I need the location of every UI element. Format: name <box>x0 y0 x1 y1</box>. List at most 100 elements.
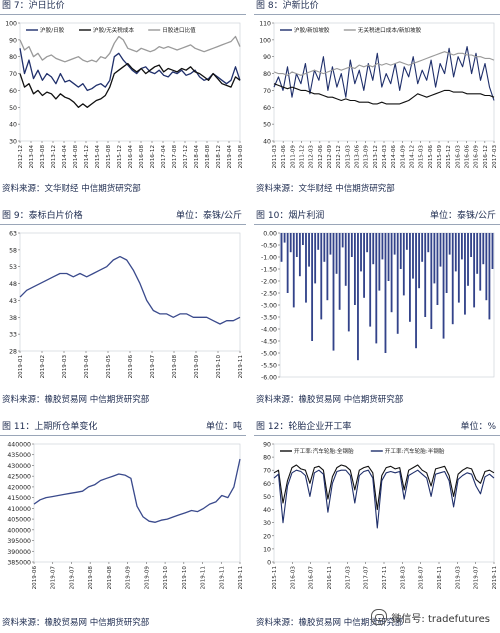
bar <box>381 233 384 260</box>
y-tick-label: -2.50 <box>261 291 277 298</box>
x-tick-label: 2011-06 <box>281 145 287 169</box>
bar <box>292 233 295 308</box>
y-tick-label: 38 <box>9 315 17 322</box>
y-tick-label: 63 <box>9 231 17 238</box>
bar <box>332 233 335 351</box>
x-tick-label: 2016-04 <box>128 145 134 169</box>
series-line <box>273 469 495 529</box>
x-tick-label: 2014-09 <box>400 145 406 169</box>
panel-unit: 单位：% <box>460 422 496 432</box>
y-tick-label: 80 <box>9 54 17 61</box>
series-line <box>273 46 495 101</box>
x-tick-label: 2016-09 <box>474 145 480 169</box>
x-tick-label: 2017-11 <box>382 566 388 590</box>
y-tick-label: 0.00 <box>263 231 277 238</box>
x-tick-label: 2019-11 <box>238 355 244 379</box>
y-tick-label: 48 <box>9 281 17 288</box>
y-tick-label: 50 <box>263 122 271 129</box>
y-tick-label: 90 <box>9 37 17 44</box>
x-tick-label: 2019-07 <box>474 566 480 590</box>
y-tick-label: 70 <box>263 88 271 95</box>
bar <box>412 233 414 279</box>
chart-fig12: 0 10 20 30 40 50 60 70 80 90 2015-11 2016-03 2016-07… <box>254 438 498 596</box>
x-tick-label: 2019-03 <box>62 355 68 379</box>
x-tick-label: 2013-04 <box>29 145 35 169</box>
y-tick-label: 40 <box>9 122 17 129</box>
x-tick-label: 2015-11 <box>272 566 278 590</box>
panel-title-bar: 图 8：沪新比价 <box>254 0 500 15</box>
y-tick-label: -1.50 <box>261 267 277 274</box>
bar <box>366 233 369 253</box>
chart-fig9: 28 33 38 43 48 53 58 63 2019-01 2019-02 2019-03 201… <box>0 227 244 385</box>
x-tick-label: 2019-07 <box>150 355 156 379</box>
y-tick-label: 58 <box>9 247 17 254</box>
x-tick-label: 2012-12 <box>18 145 24 168</box>
chart-svg: 40 50 60 70 80 90 100 110 2011-03 2011-06 2011-09 2… <box>259 21 498 169</box>
x-tick-label: 2013-03 <box>345 145 351 169</box>
legend-label: 开工率:汽车轮胎:全钢胎 <box>294 447 354 455</box>
x-tick-label: 2017-03 <box>492 145 498 169</box>
y-tick-label: -6.00 <box>261 375 277 382</box>
x-tick-label: 2019-04 <box>227 145 233 169</box>
y-tick-label: 40 <box>263 507 271 514</box>
bar <box>402 233 405 296</box>
bar <box>350 233 353 257</box>
bar <box>476 233 479 274</box>
legend-label: 无关税进口成本/新加坡胶 <box>358 26 422 34</box>
x-tick-label: 2013-06 <box>355 145 361 169</box>
y-tick-label: 100 <box>259 37 271 44</box>
y-tick-label: 390000 <box>7 549 31 556</box>
bar <box>360 233 362 272</box>
legend-label: 开工率:汽车轮胎:半钢胎 <box>385 447 445 455</box>
bar <box>369 233 372 327</box>
source-note: 资料来源：文华财经 中信期货研究部 <box>2 184 141 194</box>
y-tick-label: 70 <box>9 71 17 78</box>
x-tick-label: 2014-03 <box>382 145 388 169</box>
x-tick-label: 2017-08 <box>172 145 178 169</box>
source-note: 资料来源：文华财经 中信期货研究部 <box>256 184 395 194</box>
y-tick-label: 385000 <box>7 560 31 567</box>
x-tick-label: 2012-09 <box>327 145 333 169</box>
bar <box>470 233 472 257</box>
bar <box>286 233 289 293</box>
chart-fig10: 0.00 -0.50 -1.00 -1.50 -2.00 -2.50 -3.00 -3.50 -… <box>254 227 498 385</box>
y-tick-label: 20 <box>263 533 271 540</box>
x-tick-label: 2016-06 <box>465 145 471 169</box>
bar <box>405 233 408 250</box>
x-tick-label: 2013-12 <box>373 145 379 168</box>
y-tick-label: 425000 <box>7 474 31 481</box>
bar <box>326 233 329 301</box>
bar <box>347 233 350 332</box>
y-tick-label: 80 <box>263 455 271 462</box>
y-tick-label: 420000 <box>7 484 31 491</box>
panel-title-bar: 图 11：上期所仓单变化 单位：吨 <box>0 421 246 436</box>
bar <box>298 233 301 277</box>
plot-frame <box>33 443 241 563</box>
x-tick-label: 2019-07 <box>51 566 57 590</box>
x-tick-label: 2016-07 <box>309 566 315 590</box>
source-note: 资料来源：橡胶贸易网 中信期货研究部 <box>2 618 150 628</box>
series-line <box>19 35 241 63</box>
bar <box>280 233 283 262</box>
x-tick-label: 2017-07 <box>364 566 370 590</box>
legend-label: 沪胶/日胶 <box>40 26 65 34</box>
plot-frame <box>19 232 241 352</box>
bar <box>341 233 344 248</box>
x-tick-label: 2019-10 <box>182 566 188 590</box>
y-tick-label: 400000 <box>7 527 31 534</box>
chart-fig7: 30 40 50 60 70 80 90 100 2012-12 2013-04 2013-08 20… <box>0 17 244 175</box>
y-tick-label: 30 <box>9 139 17 146</box>
series-line <box>273 83 495 105</box>
plot-frame <box>19 22 241 142</box>
y-tick-label: 50 <box>263 494 271 501</box>
bar <box>396 233 399 334</box>
bar <box>329 233 332 255</box>
panel-title: 图 10：烟片利润 <box>256 211 325 221</box>
bar <box>409 233 411 322</box>
x-tick-label: 2019-10 <box>163 566 169 590</box>
x-tick-label: 2019-09 <box>194 355 200 379</box>
x-tick-label: 2018-12 <box>216 145 222 168</box>
source-note: 资料来源：橡胶贸易网 中信期货研究部 <box>256 618 404 628</box>
y-tick-label: 30 <box>263 520 271 527</box>
bar <box>390 233 393 313</box>
